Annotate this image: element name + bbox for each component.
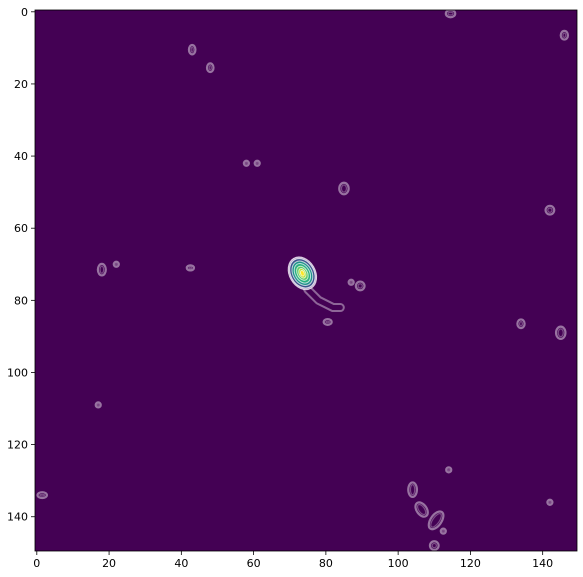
contour-blob-inner [114,262,118,266]
x-tick-label: 60 [247,557,261,570]
contour-blob [112,260,120,268]
x-tick-label: 40 [174,557,188,570]
contour-blob-outer [546,498,554,506]
contour-blob-outer [544,204,556,216]
contour-blob-inner [244,161,248,165]
contour-blob [444,10,457,19]
contour-blob-inner [547,207,553,213]
y-tick-label: 140 [7,511,28,524]
contour-blob [544,204,556,216]
contour-blob [338,181,350,196]
contour-blob-inner [39,493,46,497]
contour-blob [445,466,453,474]
contour-blob [354,280,366,292]
contour-blob-outer [94,401,102,409]
contour-blob-inner [190,46,194,53]
contour-blob-outer [253,159,261,167]
contour-blob [187,43,197,56]
x-tick-label: 120 [460,557,481,570]
contour-blob-inner [349,280,353,284]
contour-blob-outer [414,501,429,518]
y-tick-label: 20 [14,78,28,91]
contour-blob-inner [447,468,451,472]
contour-blob-inner [518,321,524,327]
y-tick-label: 120 [7,439,28,452]
contour-blob-inner [96,403,100,407]
contour-blob-outer [112,260,120,268]
contour-blob-inner [208,64,212,71]
contour-blob-inner [255,161,259,165]
contour-blob-outer [445,466,453,474]
contour-blob [36,491,49,500]
y-tick-label: 60 [14,222,28,235]
contour-blob [427,510,445,531]
x-tick-label: 0 [33,557,40,570]
y-tick-label: 80 [14,294,28,307]
contour-blob-outer [407,481,419,499]
contour-blob [205,62,215,74]
axes-layer: 0 20 40 60 80 100 120 140 0 20 40 60 80 100 120 140 [7,6,578,570]
contour-blob-inner [562,32,567,38]
contour-blob-inner [357,283,363,289]
contour-blob [546,498,554,506]
contour-blob-outer [322,317,333,326]
contour-blob-outer [36,491,49,500]
x-tick-label: 100 [388,557,409,570]
contour-blob [242,159,251,167]
contour-blob-outer [96,262,107,277]
contour-blob [347,278,355,286]
contour-blob-inner [409,484,416,496]
contour-blob-inner [99,265,105,274]
x-tick-label: 20 [102,557,116,570]
contour-blob-outer [187,43,197,56]
contour-blob [185,264,196,272]
contour-blob [559,29,570,41]
contour-blob [554,325,567,341]
y-tick-label: 40 [14,150,28,163]
contour-blob [414,501,429,518]
contour-blob-inner [557,328,564,338]
contour-blob-outer [559,29,570,41]
contour-blob [253,159,261,167]
contour-blob-outer [354,280,366,292]
contour-blob-outer [205,62,215,74]
contour-blob-inner [416,503,427,516]
contour-blob [439,527,447,535]
contour-blob-outer [428,540,440,551]
contour-blob-outer [554,325,567,341]
plot-frame [34,9,578,552]
contour-blob-outer [439,527,447,535]
contour-blob-inner [340,184,348,193]
contour-blob-inner [548,500,552,504]
contour-blob-inner [430,512,442,528]
contour-blob [94,401,102,409]
contour-blob [516,318,526,330]
x-tick-label: 140 [532,557,553,570]
main-peak-level [299,270,305,277]
contour-blob-outer [427,510,445,531]
contour-blob [407,481,419,499]
contour-blob-outer [444,10,457,19]
contour-blob [322,317,333,326]
x-tick-label: 80 [319,557,333,570]
y-tick-label: 0 [21,6,28,19]
contour-blob-outer [516,318,526,330]
contour-blob-outer [242,159,251,167]
contour-blob-outer [185,264,196,272]
contour-blob-inner [431,542,438,549]
contour-blob-inner [447,11,454,16]
contour-blob-outer [338,181,350,196]
contour-blob-outer [347,278,355,286]
y-tick-label: 100 [7,366,28,379]
contour-blob-inner [441,529,445,533]
contour-blob-inner [188,266,193,270]
contour-blob [428,540,440,551]
contour-blob-inner [325,320,331,324]
contour-blob [96,262,107,277]
contour-layer [36,10,570,551]
